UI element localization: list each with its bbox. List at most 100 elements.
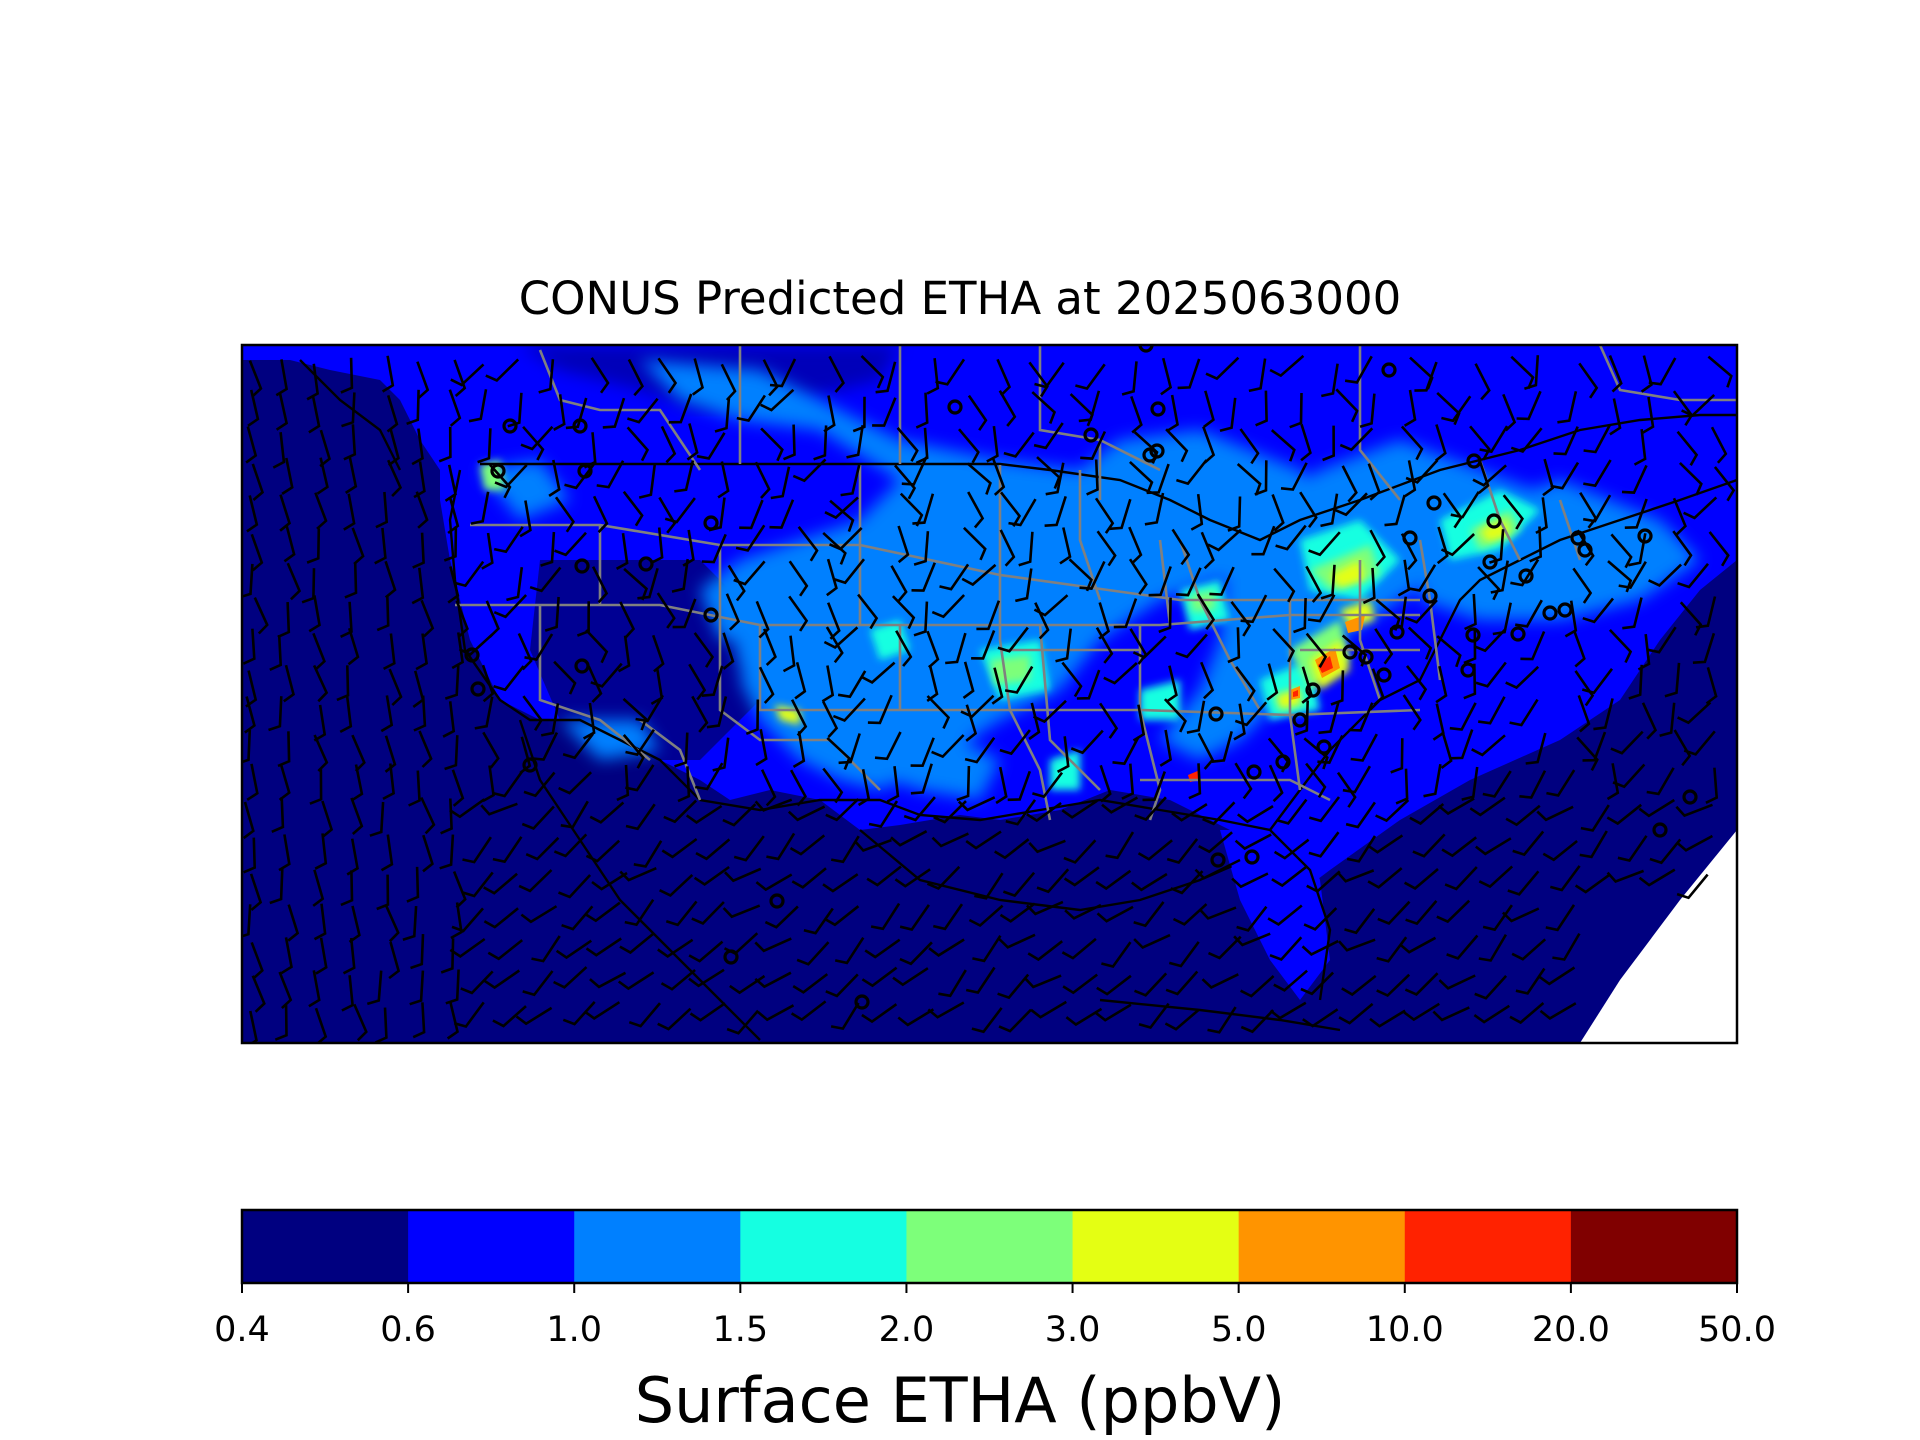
wind-barb: [974, 872, 1004, 900]
wind-barb: [590, 662, 623, 688]
wind-barb: [493, 594, 528, 619]
wind-barb: [316, 457, 329, 495]
wind-barb: [369, 801, 385, 837]
wind-barb: [722, 632, 735, 670]
wind-barb: [555, 939, 593, 960]
wind-barb: [664, 497, 696, 524]
wind-barb: [1423, 763, 1442, 798]
wind-barb: [540, 531, 556, 567]
wind-barb: [321, 800, 334, 839]
wind-barb: [838, 733, 861, 765]
calm-wind-marker: [1460, 662, 1476, 678]
wind-barb: [637, 567, 659, 600]
wind-barb: [1608, 355, 1623, 393]
wind-barb: [412, 532, 425, 569]
wind-barb: [1583, 459, 1612, 488]
wind-barb: [1405, 665, 1428, 701]
wind-barb: [1338, 938, 1376, 952]
wind-barb: [272, 432, 286, 469]
wind-barb: [558, 771, 593, 795]
wind-barb: [665, 900, 698, 927]
wind-barb: [445, 969, 460, 1005]
wind-barb: [468, 389, 488, 423]
wind-barb: [553, 394, 566, 431]
wind-barb: [1007, 770, 1032, 802]
wind-barb: [553, 660, 577, 695]
wind-barb: [1574, 670, 1595, 707]
wind-barb: [562, 733, 594, 760]
wind-barb: [554, 496, 575, 533]
wind-barb: [1436, 899, 1471, 924]
wind-barb: [591, 566, 609, 604]
wind-barb: [1708, 531, 1730, 567]
wind-barb: [1505, 665, 1540, 690]
colorbar-swatch: [1072, 1210, 1240, 1283]
wind-barb: [277, 602, 291, 639]
wind-barb: [1367, 867, 1403, 889]
wind-barb: [991, 458, 1006, 496]
wind-barb: [560, 800, 589, 829]
wind-barb: [813, 425, 828, 461]
wind-barb: [554, 531, 587, 557]
wind-barb: [249, 873, 263, 911]
wind-barb: [1175, 567, 1202, 597]
wind-barb: [1254, 460, 1268, 496]
wind-barb: [375, 491, 389, 529]
wind-barb: [444, 735, 459, 771]
calm-wind-marker: [1570, 530, 1586, 546]
wind-barb: [415, 633, 429, 671]
wind-barb: [1271, 494, 1285, 532]
wind-barb: [1144, 492, 1165, 526]
wind-barb: [1649, 838, 1682, 865]
wind-barb: [411, 428, 424, 466]
wind-barb: [729, 974, 766, 995]
wind-barb: [790, 1000, 827, 1022]
wind-barb: [451, 907, 484, 933]
wind-barb: [1648, 563, 1682, 587]
wind-barb: [764, 905, 799, 929]
wind-barb: [625, 803, 656, 831]
wind-barb: [821, 665, 835, 703]
wind-barb: [1209, 566, 1235, 596]
wind-barb: [1612, 763, 1646, 789]
wind-barb: [803, 907, 834, 935]
calm-wind-marker: [1466, 453, 1482, 469]
wind-barb: [1076, 669, 1101, 700]
wind-barb: [308, 970, 321, 1008]
wind-barb: [402, 906, 418, 941]
wind-barb: [998, 390, 1017, 427]
wind-barb: [1515, 967, 1546, 995]
wind-barb: [999, 529, 1016, 567]
wind-barb: [723, 867, 762, 883]
wind-barb: [1438, 974, 1476, 990]
wind-barb: [998, 933, 1036, 949]
wind-barb: [381, 355, 395, 393]
wind-barb: [1359, 393, 1376, 428]
wind-barb: [1236, 905, 1268, 932]
wind-barb: [1240, 975, 1275, 998]
wind-barb: [1436, 635, 1462, 668]
wind-barb: [1113, 598, 1138, 629]
wind-barb: [825, 626, 844, 664]
wind-barb: [249, 1010, 258, 1043]
calm-wind-marker: [1210, 852, 1226, 868]
wind-barb: [1477, 456, 1490, 495]
wind-barb: [860, 661, 896, 684]
wind-barb: [928, 938, 965, 957]
wind-barb: [1501, 907, 1540, 923]
wind-barb: [782, 635, 796, 673]
wind-barb: [789, 834, 826, 856]
wind-barb: [899, 941, 933, 966]
wind-barb: [864, 938, 901, 959]
wind-barb: [1025, 801, 1062, 823]
wind-barb: [1320, 493, 1339, 528]
wind-barb: [660, 425, 677, 464]
colorbar-swatch: [906, 1210, 1074, 1283]
wind-barb: [671, 558, 689, 593]
wind-barb: [1338, 1002, 1374, 1025]
wind-barb: [1461, 766, 1479, 801]
calm-wind-marker: [1142, 447, 1158, 463]
wind-barb: [1056, 736, 1070, 773]
wind-barb: [287, 904, 300, 942]
wind-barb: [585, 901, 621, 923]
